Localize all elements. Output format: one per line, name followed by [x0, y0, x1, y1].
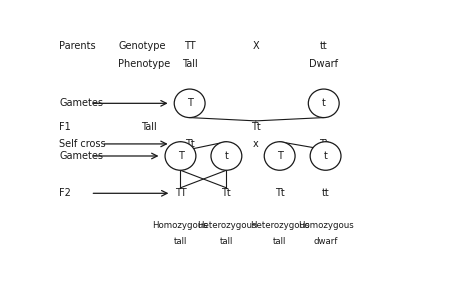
Text: Tall: Tall — [182, 59, 198, 69]
Text: TT: TT — [174, 188, 186, 198]
Text: Tt: Tt — [221, 188, 231, 198]
Text: X: X — [253, 41, 259, 51]
Text: T: T — [187, 98, 192, 108]
Text: Tt: Tt — [275, 188, 284, 198]
Text: Gametes: Gametes — [59, 151, 103, 161]
Text: x: x — [253, 139, 259, 149]
Ellipse shape — [211, 142, 242, 170]
Text: t: t — [324, 151, 328, 161]
Text: Phenotype: Phenotype — [118, 59, 170, 69]
Text: t: t — [322, 98, 326, 108]
Text: TT: TT — [184, 41, 195, 51]
Text: tall: tall — [220, 237, 233, 246]
Ellipse shape — [174, 89, 205, 118]
Text: F2: F2 — [59, 188, 71, 198]
Text: Tt: Tt — [185, 139, 194, 149]
Text: Homozygous: Homozygous — [153, 221, 209, 230]
Text: Gametes: Gametes — [59, 98, 103, 108]
Text: F1: F1 — [59, 123, 71, 133]
Ellipse shape — [165, 142, 196, 170]
Text: Tt: Tt — [251, 123, 261, 133]
Text: T: T — [178, 151, 183, 161]
Text: dwarf: dwarf — [313, 237, 338, 246]
Text: Tall: Tall — [141, 123, 157, 133]
Text: Parents: Parents — [59, 41, 96, 51]
Ellipse shape — [310, 142, 341, 170]
Ellipse shape — [264, 142, 295, 170]
Text: Heterozygous: Heterozygous — [250, 221, 310, 230]
Text: tall: tall — [174, 237, 187, 246]
Text: Genotype: Genotype — [118, 41, 165, 51]
Ellipse shape — [308, 89, 339, 118]
Text: tt: tt — [322, 188, 329, 198]
Text: Dwarf: Dwarf — [309, 59, 338, 69]
Text: t: t — [225, 151, 228, 161]
Text: Homozygous: Homozygous — [298, 221, 354, 230]
Text: Self cross: Self cross — [59, 139, 106, 149]
Text: Tt: Tt — [319, 139, 328, 149]
Text: Heterozygous: Heterozygous — [197, 221, 256, 230]
Text: T: T — [277, 151, 283, 161]
Text: tt: tt — [320, 41, 328, 51]
Text: tall: tall — [273, 237, 286, 246]
